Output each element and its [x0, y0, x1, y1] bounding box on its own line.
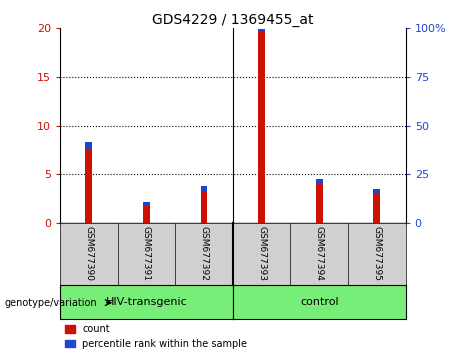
- Text: GSM677393: GSM677393: [257, 226, 266, 281]
- Bar: [143, 205, 150, 223]
- Bar: [201, 185, 207, 191]
- Legend: count, percentile rank within the sample: count, percentile rank within the sample: [65, 324, 247, 349]
- Text: GSM677390: GSM677390: [84, 226, 93, 281]
- Bar: [201, 191, 207, 223]
- Text: GSM677394: GSM677394: [315, 226, 324, 281]
- Text: GSM677391: GSM677391: [142, 226, 151, 281]
- Bar: [373, 194, 380, 223]
- Bar: [373, 189, 380, 194]
- Bar: [258, 31, 265, 223]
- Text: HIV-transgenic: HIV-transgenic: [106, 297, 187, 307]
- Bar: [143, 202, 150, 205]
- Text: GSM677395: GSM677395: [372, 226, 381, 281]
- Text: control: control: [300, 297, 338, 307]
- Bar: [85, 150, 92, 223]
- Bar: [85, 142, 92, 150]
- Title: GDS4229 / 1369455_at: GDS4229 / 1369455_at: [152, 13, 313, 27]
- Text: genotype/variation: genotype/variation: [5, 298, 97, 308]
- Bar: [316, 179, 323, 184]
- Text: GSM677392: GSM677392: [200, 226, 208, 281]
- Bar: [316, 184, 323, 223]
- Bar: [258, 29, 265, 31]
